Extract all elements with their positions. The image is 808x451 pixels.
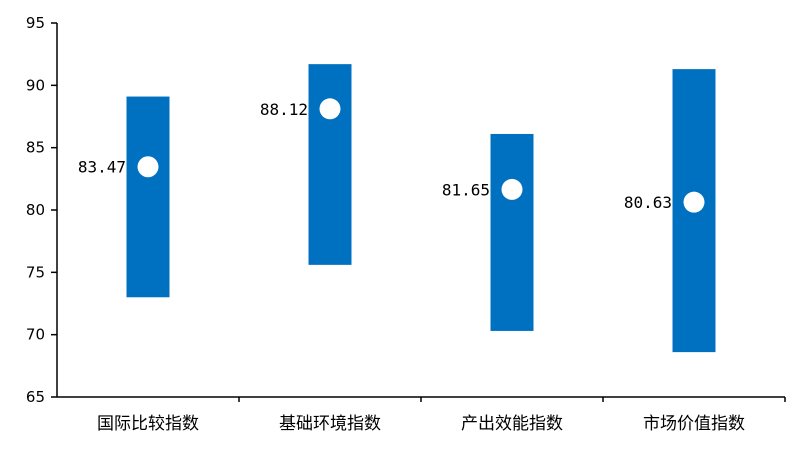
y-tick-label: 75 bbox=[26, 263, 45, 281]
value-label: 81.65 bbox=[442, 180, 490, 199]
x-axis: 国际比较指数 基础环境指数 产出效能指数 市场价值指数 bbox=[57, 396, 786, 434]
y-tick-label: 90 bbox=[26, 76, 45, 94]
value-dot bbox=[683, 191, 705, 213]
value-label: 83.47 bbox=[78, 158, 126, 177]
value-dot bbox=[501, 178, 523, 200]
value-dot bbox=[137, 156, 159, 178]
category-label: 产出效能指数 bbox=[461, 414, 563, 434]
value-label: 88.12 bbox=[260, 100, 308, 119]
value-label: 80.63 bbox=[624, 193, 672, 212]
range-bar bbox=[490, 133, 534, 331]
category-label: 基础环境指数 bbox=[279, 414, 381, 434]
range-bar bbox=[308, 64, 352, 265]
y-axis: 65 70 75 80 85 90 95 bbox=[26, 14, 58, 406]
value-dots bbox=[137, 98, 705, 213]
category-label: 国际比较指数 bbox=[97, 414, 199, 434]
y-tick-label: 85 bbox=[26, 139, 45, 157]
y-tick-label: 80 bbox=[26, 201, 45, 219]
y-tick-label: 95 bbox=[26, 14, 45, 32]
value-labels: 83.47 88.12 81.65 80.63 bbox=[78, 100, 672, 212]
category-label: 市场价值指数 bbox=[643, 414, 745, 434]
value-dot bbox=[319, 98, 341, 120]
y-tick-label: 65 bbox=[26, 388, 45, 406]
y-tick-label: 70 bbox=[26, 326, 45, 344]
range-bar bbox=[126, 96, 170, 298]
range-bars bbox=[126, 64, 716, 353]
